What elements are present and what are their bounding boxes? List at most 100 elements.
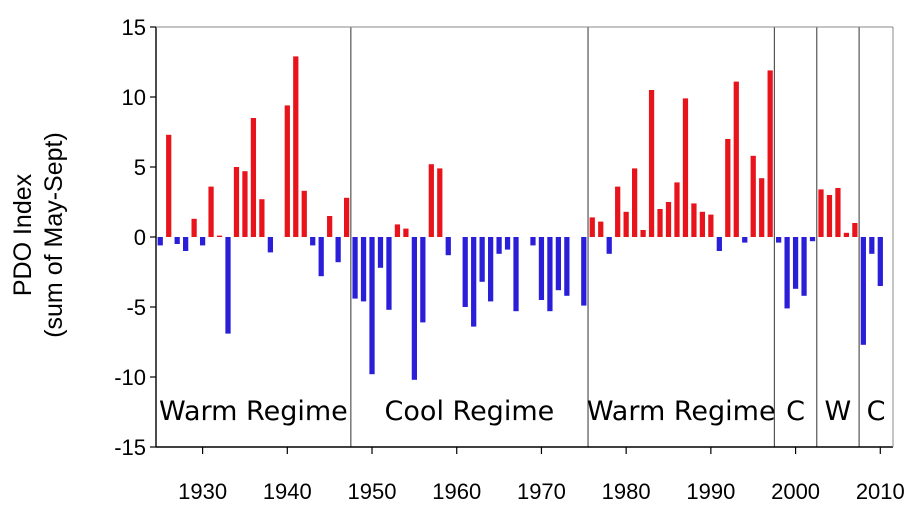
bar-1946 bbox=[335, 237, 341, 263]
y-ticks: 15 10 5 0 -5 -10 -15 bbox=[114, 15, 156, 460]
y-tick-label-2: 5 bbox=[134, 155, 146, 180]
bar-1990 bbox=[708, 214, 714, 237]
bar-1972 bbox=[555, 237, 562, 291]
bar-2003 bbox=[818, 189, 824, 237]
bar-1964 bbox=[487, 237, 494, 302]
bar-1943 bbox=[310, 237, 316, 246]
x-tick-label-5: 1980 bbox=[602, 479, 651, 504]
regime-labels: Warm Regime Cool Regime Warm Regime C W C bbox=[159, 396, 886, 427]
bar-1956 bbox=[420, 237, 426, 323]
bar-1995 bbox=[750, 155, 756, 237]
x-tick-label-8: 2010 bbox=[856, 479, 905, 504]
bar-1925 bbox=[157, 237, 163, 246]
bar-1940 bbox=[284, 105, 290, 238]
bar-2010 bbox=[877, 237, 883, 286]
bar-1936 bbox=[250, 118, 257, 237]
bar-1988 bbox=[691, 203, 697, 237]
regime-label-5: W bbox=[825, 396, 852, 427]
bar-1930 bbox=[199, 237, 206, 246]
bar-1932 bbox=[216, 235, 223, 237]
bar-1957 bbox=[428, 164, 434, 237]
bar-1984 bbox=[657, 209, 663, 237]
y-axis-title-line2: (sum of May-Sept) bbox=[40, 132, 68, 338]
regime-boundaries bbox=[350, 27, 860, 447]
bar-1996 bbox=[759, 178, 765, 237]
x-tick-label-0: 1930 bbox=[178, 479, 227, 504]
bar-1942 bbox=[301, 190, 307, 237]
bar-1945 bbox=[327, 216, 333, 237]
bar-1977 bbox=[598, 221, 604, 237]
bar-1937 bbox=[259, 199, 265, 237]
bar-1927 bbox=[174, 237, 180, 244]
bar-1979 bbox=[615, 186, 621, 237]
bar-1976 bbox=[589, 217, 595, 237]
bar-1952 bbox=[386, 237, 392, 310]
bar-1935 bbox=[242, 171, 248, 237]
x-tick-label-4: 1970 bbox=[517, 479, 566, 504]
bar-1975 bbox=[581, 237, 587, 306]
bar-2001 bbox=[801, 237, 807, 296]
bar-1967 bbox=[513, 237, 519, 312]
bar-1966 bbox=[504, 237, 511, 250]
bar-1947 bbox=[343, 197, 350, 237]
y-tick-label-1: 10 bbox=[122, 85, 146, 110]
bar-1962 bbox=[471, 237, 477, 327]
bar-1959 bbox=[445, 237, 451, 256]
bar-2005 bbox=[835, 188, 841, 237]
bar-1980 bbox=[623, 211, 629, 237]
bar-1938 bbox=[267, 237, 273, 253]
bar-1999 bbox=[784, 237, 790, 309]
bar-1933 bbox=[225, 237, 231, 334]
x-tick-label-3: 1960 bbox=[432, 479, 481, 504]
y-tick-label-0: 15 bbox=[122, 15, 146, 40]
bar-1987 bbox=[682, 98, 689, 238]
axes-group bbox=[155, 26, 894, 448]
x-tick-label-2: 1950 bbox=[348, 479, 397, 504]
bar-1981 bbox=[632, 168, 638, 237]
regime-label-3: Warm Regime bbox=[587, 396, 776, 427]
bar-1955 bbox=[411, 237, 417, 380]
regime-label-4: C bbox=[786, 396, 805, 427]
bar-1991 bbox=[716, 237, 722, 251]
bars-group bbox=[157, 56, 883, 380]
bar-1954 bbox=[403, 228, 409, 237]
bar-1961 bbox=[462, 237, 468, 307]
x-tick-label-6: 1990 bbox=[686, 479, 735, 504]
bar-1951 bbox=[377, 237, 384, 268]
bar-1993 bbox=[733, 81, 739, 237]
bar-1986 bbox=[674, 182, 680, 237]
bar-1948 bbox=[352, 237, 358, 299]
bar-2008 bbox=[860, 237, 866, 345]
bar-2007 bbox=[852, 223, 858, 237]
x-tick-label-7: 2000 bbox=[771, 479, 820, 504]
x-tick-label-1: 1940 bbox=[263, 479, 312, 504]
bar-1983 bbox=[648, 90, 655, 237]
bar-1997 bbox=[767, 70, 773, 238]
bar-1928 bbox=[183, 237, 189, 251]
bar-1944 bbox=[318, 237, 324, 277]
bar-1992 bbox=[725, 139, 731, 237]
y-axis-title-line1: PDO Index bbox=[9, 173, 37, 296]
bar-1970 bbox=[538, 237, 545, 300]
bar-2004 bbox=[826, 195, 833, 237]
bar-1953 bbox=[394, 224, 401, 237]
y-tick-label-4: -5 bbox=[126, 295, 146, 320]
y-axis-title: PDO Index (sum of May-Sept) bbox=[9, 132, 68, 338]
bar-2000 bbox=[792, 237, 799, 289]
x-ticks: 1930 1940 1950 1960 1970 1980 1990 2000 2010 bbox=[178, 447, 905, 504]
bar-1973 bbox=[564, 237, 570, 296]
bar-1929 bbox=[191, 218, 197, 237]
regime-label-6: C bbox=[867, 396, 886, 427]
bar-1950 bbox=[369, 237, 375, 375]
regime-label-2: Cool Regime bbox=[385, 396, 555, 427]
bar-1941 bbox=[293, 56, 299, 238]
bar-1969 bbox=[530, 237, 536, 246]
bar-1926 bbox=[166, 134, 172, 237]
bar-1994 bbox=[742, 237, 748, 243]
bar-1949 bbox=[360, 237, 367, 302]
bar-1978 bbox=[606, 237, 612, 254]
bar-1963 bbox=[479, 237, 485, 282]
bar-1985 bbox=[665, 202, 672, 237]
bar-1965 bbox=[496, 237, 502, 254]
bar-1971 bbox=[547, 237, 553, 312]
